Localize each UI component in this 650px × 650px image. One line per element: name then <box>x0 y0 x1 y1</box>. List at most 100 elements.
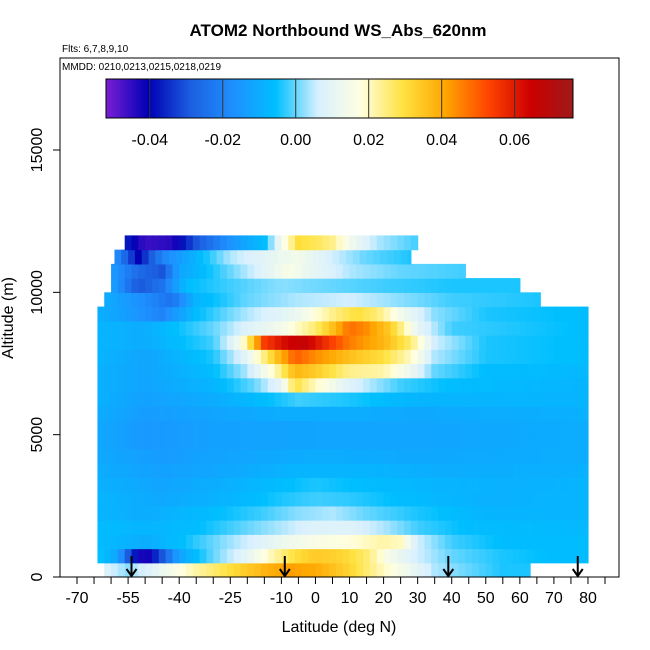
heatmap-cell <box>513 505 521 521</box>
heatmap-cell <box>424 477 432 493</box>
heatmap-cell <box>478 448 487 464</box>
heatmap-cell <box>308 320 317 336</box>
heatmap-cell <box>124 349 133 365</box>
heatmap-cell <box>158 448 167 464</box>
heatmap-cell <box>560 377 569 393</box>
heatmap-cell <box>104 520 112 535</box>
colorbar-swatch <box>495 79 498 118</box>
colorbar-swatch <box>437 79 440 118</box>
colorbar-swatch <box>143 79 147 118</box>
heatmap-cell <box>342 448 351 464</box>
heatmap-cell <box>131 391 139 407</box>
heatmap-cell <box>267 292 276 308</box>
heatmap-cell <box>553 477 562 493</box>
heatmap-cell <box>526 434 535 450</box>
heatmap-cell <box>390 562 398 578</box>
heatmap-cell <box>158 235 167 251</box>
heatmap-cell <box>349 292 357 308</box>
heatmap-cell <box>492 491 500 507</box>
heatmap-cell <box>363 320 371 336</box>
heatmap-cell <box>295 534 303 550</box>
heatmap-cell <box>138 263 146 279</box>
heatmap-cell <box>526 292 535 308</box>
heatmap-cell <box>165 278 173 293</box>
heatmap-cell <box>322 420 330 436</box>
heatmap-cell <box>540 335 548 350</box>
heatmap-cell <box>295 434 303 450</box>
heatmap-cell <box>383 420 391 436</box>
heatmap-cell <box>233 377 242 393</box>
heatmap-cell <box>465 562 473 578</box>
heatmap-cell <box>390 377 398 393</box>
heatmap-cell <box>315 420 323 436</box>
heatmap-cell <box>506 520 514 535</box>
colorbar-swatch <box>439 79 442 118</box>
heatmap-cell <box>540 491 548 507</box>
heatmap-cell <box>424 306 432 322</box>
heatmap-cell <box>226 491 235 507</box>
heatmap-cell <box>145 477 153 493</box>
heatmap-cell <box>404 263 412 279</box>
heatmap-cell <box>267 505 276 521</box>
heatmap-cell <box>206 448 214 464</box>
heatmap-cell <box>390 505 398 521</box>
heatmap-cell <box>124 420 133 436</box>
heatmap-cell <box>213 377 221 393</box>
heatmap-cell <box>254 434 262 450</box>
heatmap-cell <box>335 349 344 365</box>
heatmap-cell <box>240 320 248 336</box>
colorbar-swatch <box>223 79 227 118</box>
heatmap-cell <box>431 520 439 535</box>
heatmap-cell <box>567 377 575 393</box>
heatmap-cell <box>165 306 173 322</box>
colorbar-swatch <box>549 79 552 118</box>
colorbar-swatch <box>311 79 315 118</box>
heatmap-cell <box>363 235 371 251</box>
heatmap-cell <box>438 349 446 365</box>
heatmap-cell <box>519 491 528 507</box>
heatmap-cell <box>390 520 398 535</box>
heatmap-cell <box>431 349 439 365</box>
heatmap-cell <box>526 520 535 535</box>
heatmap-cell <box>274 278 282 293</box>
heatmap-cell <box>581 406 589 422</box>
colorbar-swatch <box>299 79 303 118</box>
heatmap-cell <box>404 420 412 436</box>
heatmap-cell <box>179 434 187 450</box>
heatmap-cell <box>233 505 242 521</box>
colorbar-swatch <box>175 79 179 118</box>
heatmap-cell <box>478 548 487 564</box>
heatmap-cell <box>308 548 317 564</box>
heatmap-cell <box>179 534 187 550</box>
heatmap-cell <box>451 306 460 322</box>
heatmap-cell <box>519 363 528 379</box>
heatmap-cell <box>553 448 562 464</box>
heatmap-cell <box>117 391 126 407</box>
heatmap-cell <box>226 363 235 379</box>
heatmap-cell <box>356 377 364 393</box>
heatmap-cell <box>274 505 282 521</box>
heatmap-cell <box>277 249 286 265</box>
heatmap-cell <box>199 377 208 393</box>
heatmap-cell <box>192 505 201 521</box>
heatmap-cell <box>281 463 289 478</box>
heatmap-cell <box>335 434 344 450</box>
heatmap-cell <box>206 406 214 422</box>
heatmap-cell <box>438 306 446 322</box>
heatmap-cell <box>213 235 221 251</box>
heatmap-cell <box>451 491 460 507</box>
heatmap-cell <box>472 363 480 379</box>
heatmap-cell <box>247 377 255 393</box>
heatmap-cell <box>369 505 378 521</box>
colorbar-swatch <box>385 79 388 118</box>
heatmap-cell <box>117 477 126 493</box>
heatmap-cell <box>533 534 541 550</box>
heatmap-cell <box>356 463 364 478</box>
colorbar-swatch <box>447 79 450 118</box>
heatmap-cell <box>260 434 269 450</box>
heatmap-cell <box>492 320 500 336</box>
heatmap-cell <box>111 434 119 450</box>
heatmap-cell <box>547 306 555 322</box>
heatmap-cell <box>472 320 480 336</box>
heatmap-cell <box>131 448 139 464</box>
